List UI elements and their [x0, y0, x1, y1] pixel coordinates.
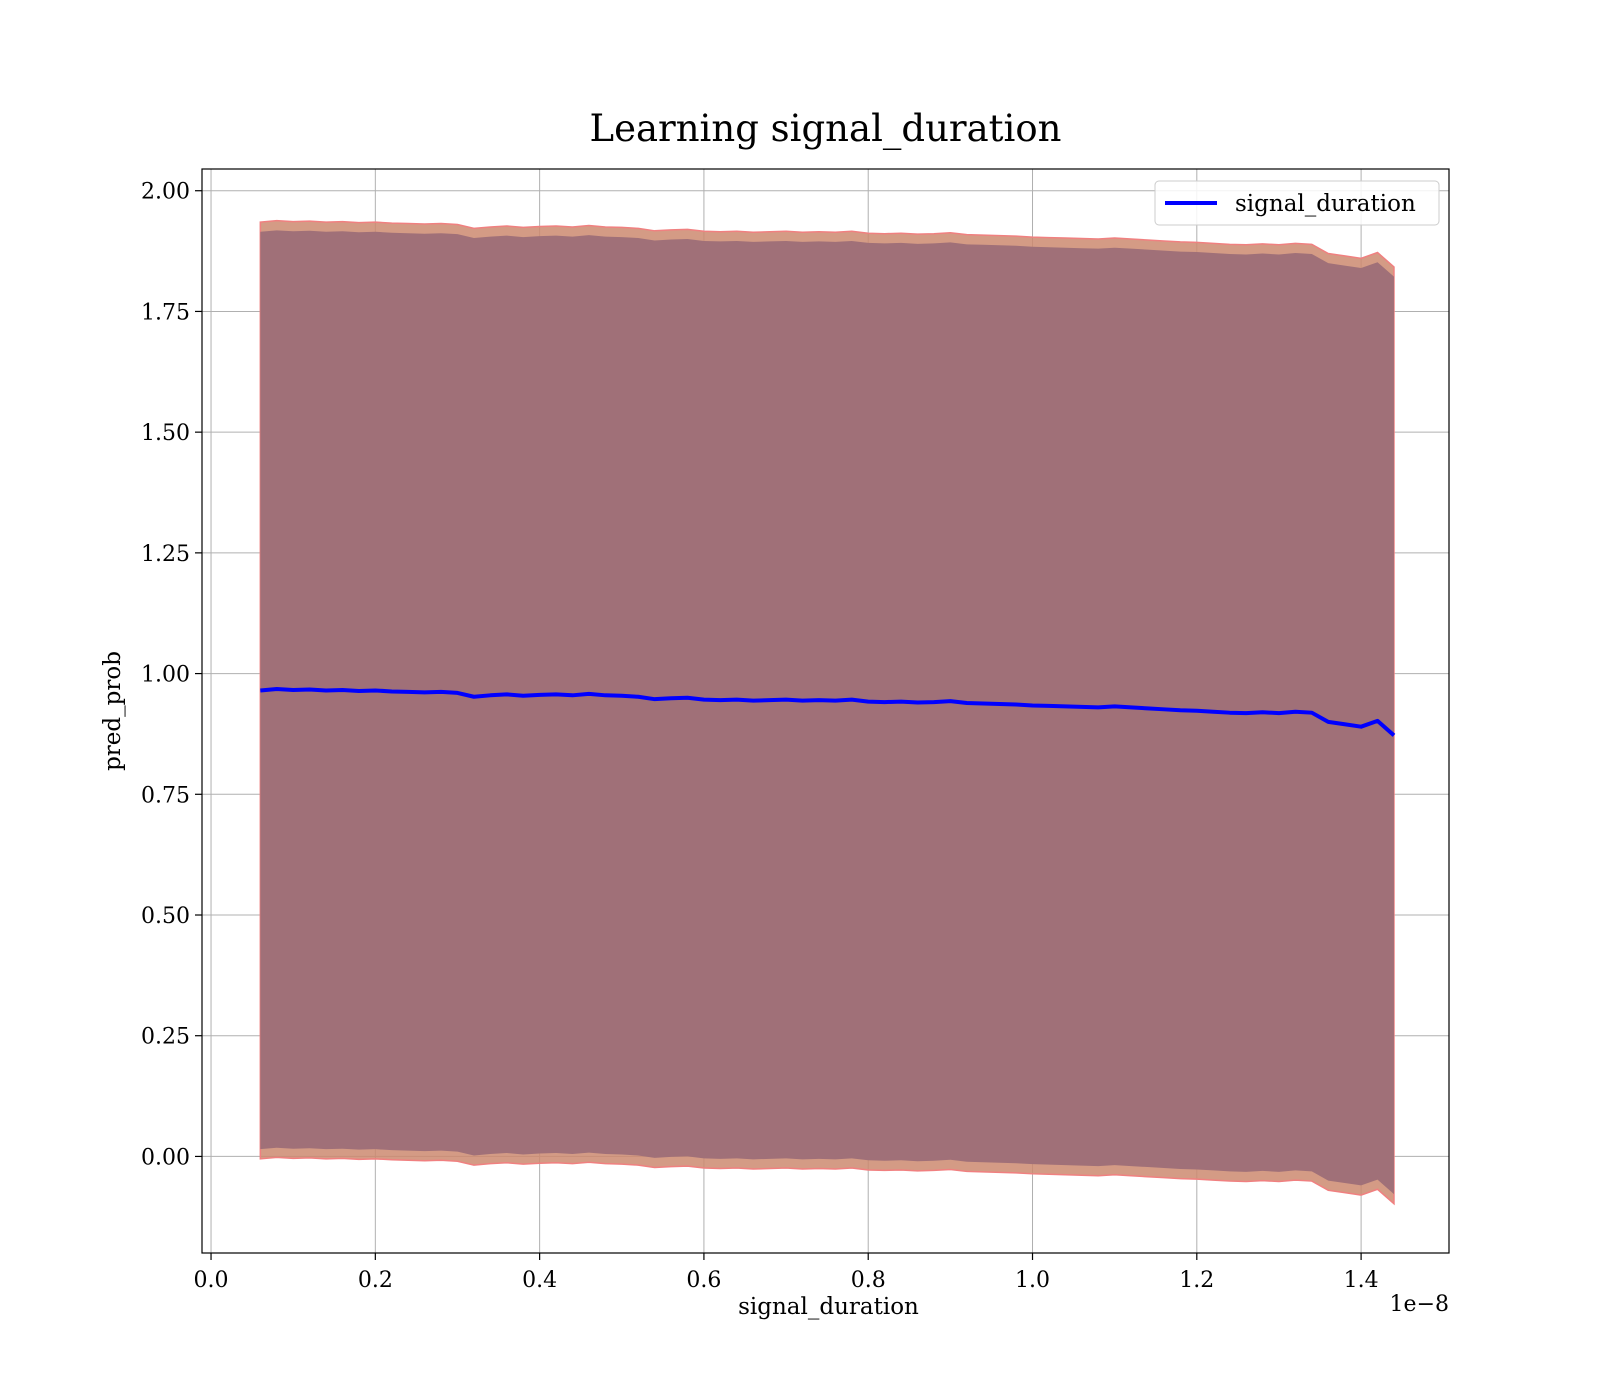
- series-line: [260, 687, 1396, 737]
- confidence-band: [259, 219, 1395, 1206]
- y-tick-label: 1.25: [141, 542, 190, 567]
- x-tick-label: 0.8: [851, 1268, 886, 1293]
- chart-title: Learning signal_duration: [590, 107, 1062, 151]
- legend-label: signal_duration: [1235, 191, 1416, 217]
- x-tick-label: 0.4: [522, 1268, 557, 1293]
- y-tick-label: 1.50: [141, 421, 190, 446]
- y-tick-label: 0.00: [141, 1145, 190, 1170]
- legend: signal_duration: [1154, 180, 1440, 226]
- y-axis-ticks: 0.00 0.25 0.50 0.75 1.00 1.25 1.50 1.75 2.00: [141, 180, 202, 1170]
- series-lines: [260, 687, 1396, 737]
- y-axis-title: pred_prob: [100, 651, 126, 771]
- x-tick-label: 0.2: [358, 1268, 393, 1293]
- x-tick-label: 0.0: [194, 1268, 229, 1293]
- x-tick-label: 1.0: [1015, 1268, 1050, 1293]
- x-tick-label: 1.4: [1344, 1268, 1379, 1293]
- y-tick-label: 0.25: [141, 1025, 190, 1050]
- x-axis-ticks: 0.0 0.2 0.4 0.6 0.8 1.0 1.2 1.4: [194, 1253, 1379, 1293]
- y-tick-label: 0.50: [141, 904, 190, 929]
- band-inner: [260, 230, 1394, 1195]
- x-axis-title: signal_duration: [738, 1294, 919, 1320]
- x-tick-label: 0.6: [686, 1268, 721, 1293]
- y-tick-label: 0.75: [141, 783, 190, 808]
- y-tick-label: 1.75: [141, 300, 190, 325]
- y-tick-label: 1.00: [141, 663, 190, 688]
- x-axis-offset-label: 1e−8: [1390, 1292, 1449, 1317]
- y-tick-label: 2.00: [141, 180, 190, 205]
- plot-frame: [201, 168, 1450, 1254]
- legend-box: [1154, 180, 1440, 226]
- x-tick-label: 1.2: [1179, 1268, 1214, 1293]
